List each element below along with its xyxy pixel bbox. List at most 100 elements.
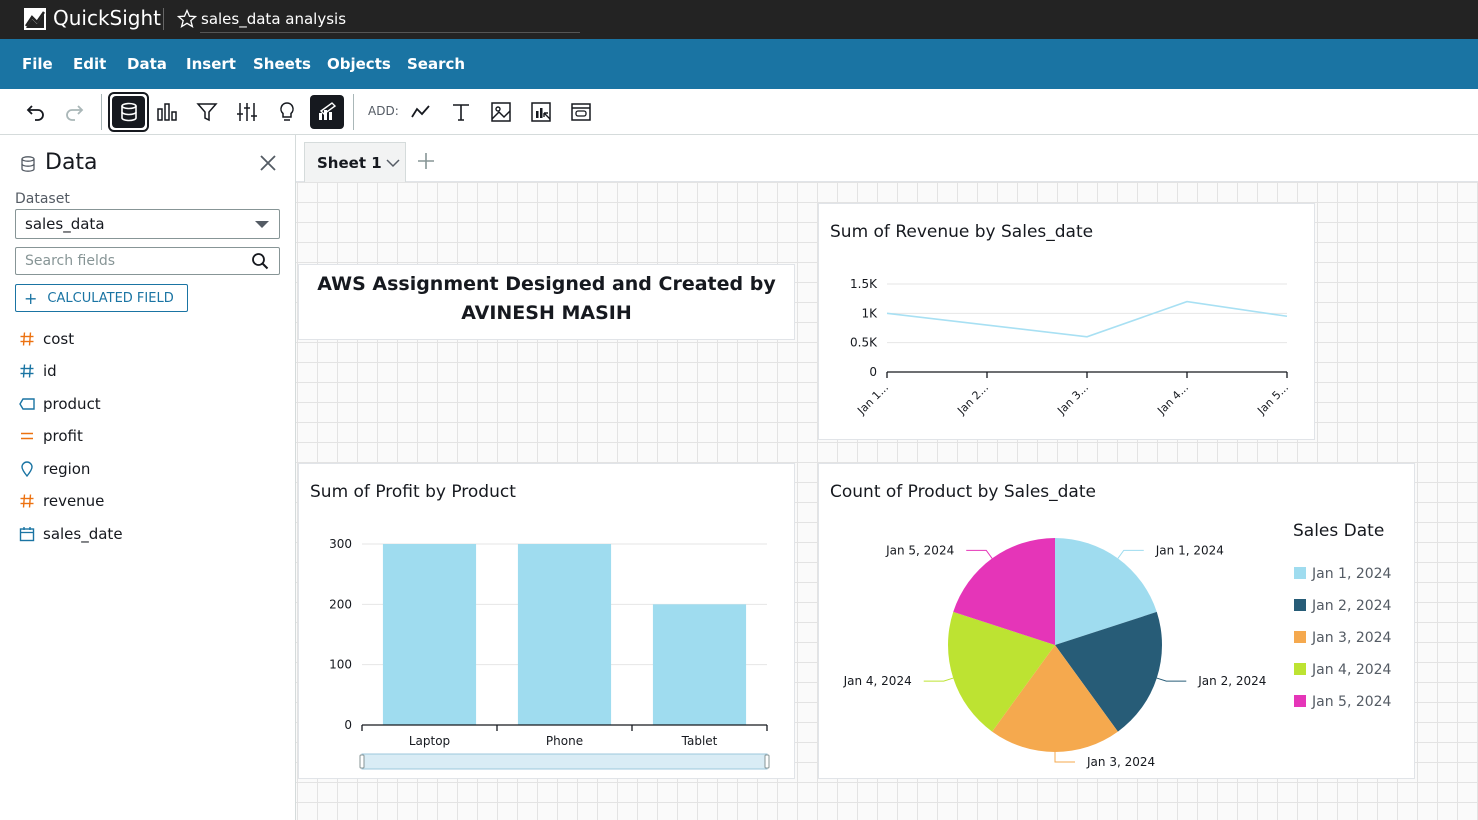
legend-label: Jan 5, 2024 — [1311, 694, 1392, 710]
field-item-revenue[interactable]: revenue — [19, 489, 104, 513]
visualize-button[interactable] — [150, 95, 184, 129]
parameters-button[interactable] — [230, 95, 264, 129]
close-icon[interactable] — [258, 153, 278, 173]
dataset-select[interactable]: sales_data — [15, 209, 280, 239]
legend-item[interactable]: Jan 3, 2024 — [1294, 630, 1392, 646]
tag-icon — [19, 396, 35, 412]
field-item-id[interactable]: id — [19, 359, 57, 383]
bar-tablet[interactable] — [653, 604, 746, 725]
text-box-line-2: AVINESH MASIH — [299, 302, 794, 324]
field-label: product — [43, 395, 101, 413]
legend-label: Jan 3, 2024 — [1311, 630, 1392, 646]
scrollbar-right-handle[interactable] — [765, 755, 769, 768]
field-item-profit[interactable]: profit — [19, 424, 83, 448]
chart-scrollbar[interactable] — [360, 754, 769, 769]
y-tick-label: 0.5K — [850, 336, 878, 350]
add-text-button[interactable] — [444, 95, 478, 129]
pie-slice-label: Jan 2, 2024 — [1197, 674, 1266, 688]
pie-leader-line — [1157, 678, 1187, 681]
toolbar-separator — [353, 94, 354, 130]
dataset-label: Dataset — [15, 191, 70, 207]
filter-icon — [195, 100, 219, 124]
analysis-name-underline — [200, 32, 580, 33]
parameters-icon — [235, 100, 259, 124]
pie-slice-label: Jan 1, 2024 — [1155, 543, 1224, 557]
field-label: sales_date — [43, 525, 123, 543]
pie-leader-line — [1118, 550, 1144, 558]
legend-item[interactable]: Jan 2, 2024 — [1294, 598, 1392, 614]
menu-edit[interactable]: Edit — [73, 55, 106, 73]
redo-icon — [63, 100, 87, 124]
menu-data[interactable]: Data — [127, 55, 167, 73]
database-icon — [19, 155, 37, 173]
field-item-region[interactable]: region — [19, 457, 90, 481]
field-item-sales-date[interactable]: sales_date — [19, 522, 123, 546]
toolbar-separator — [101, 94, 102, 130]
menu-file[interactable]: File — [22, 55, 53, 73]
hash-icon — [19, 363, 35, 379]
tab-sheet-1[interactable]: Sheet 1 — [304, 142, 406, 182]
insights-button[interactable] — [270, 95, 304, 129]
add-image-button[interactable] — [484, 95, 518, 129]
search-icon[interactable] — [251, 252, 269, 270]
add-visual-button[interactable] — [404, 95, 438, 129]
search-fields-input[interactable] — [15, 247, 280, 275]
analysis-name[interactable]: sales_data analysis — [201, 10, 346, 28]
revenue-line-chart-visual[interactable]: Sum of Revenue by Sales_date 00.5K1K1.5K… — [818, 203, 1315, 440]
product-pie-chart-visual[interactable]: Count of Product by Sales_date Jan 1, 20… — [818, 463, 1415, 779]
x-tick-label: Jan 3... — [1054, 381, 1091, 418]
bar-laptop[interactable] — [383, 544, 476, 725]
undo-button[interactable] — [18, 95, 52, 129]
profit-bar-chart-visual[interactable]: Sum of Profit by Product 0100200300 Lapt… — [298, 463, 795, 779]
x-tick-label: Phone — [546, 734, 583, 748]
field-label: profit — [43, 427, 83, 445]
redo-button[interactable] — [58, 95, 92, 129]
undo-icon — [23, 100, 47, 124]
caret-down-icon — [255, 221, 269, 228]
visualize-icon — [155, 100, 179, 124]
legend-item[interactable]: Jan 5, 2024 — [1294, 694, 1392, 710]
y-tick-label: 1K — [861, 306, 878, 320]
menu-search[interactable]: Search — [407, 55, 465, 73]
dataset-button[interactable] — [108, 92, 149, 132]
legend-swatch — [1294, 663, 1306, 675]
x-tick-label: Tablet — [681, 734, 718, 748]
star-icon[interactable] — [177, 9, 197, 29]
pie-slice-label: Jan 3, 2024 — [1086, 755, 1155, 769]
text-icon — [449, 100, 473, 124]
bar-phone[interactable] — [518, 544, 611, 725]
embed-icon — [569, 100, 593, 124]
field-item-cost[interactable]: cost — [19, 327, 74, 351]
format-visual-icon — [315, 100, 339, 124]
hash-icon — [19, 331, 35, 347]
revenue-series-line — [887, 302, 1287, 337]
field-item-product[interactable]: product — [19, 392, 101, 416]
add-insight-button[interactable] — [524, 95, 558, 129]
format-visual-button[interactable] — [310, 95, 344, 129]
text-box-visual[interactable]: AWS Assignment Designed and Created by A… — [298, 264, 795, 340]
legend-label: Jan 2, 2024 — [1311, 598, 1392, 614]
filter-button[interactable] — [190, 95, 224, 129]
legend-label: Jan 4, 2024 — [1311, 662, 1392, 678]
add-sheet-icon[interactable] — [416, 151, 436, 171]
data-panel-title: Data — [45, 150, 98, 175]
pie-leader-line — [966, 550, 992, 558]
y-tick-label: 1.5K — [850, 277, 878, 291]
app-name[interactable]: QuickSight — [53, 6, 161, 30]
chevron-down-icon[interactable] — [385, 155, 401, 171]
field-label: revenue — [43, 492, 104, 510]
menu-insert[interactable]: Insert — [186, 55, 236, 73]
quicksight-logo-icon[interactable] — [24, 8, 46, 30]
legend-item[interactable]: Jan 1, 2024 — [1294, 566, 1392, 582]
calculated-field-label: CALCULATED FIELD — [47, 291, 173, 306]
dataset-value: sales_data — [25, 215, 105, 233]
legend-item[interactable]: Jan 4, 2024 — [1294, 662, 1392, 678]
legend-title: Sales Date — [1293, 521, 1384, 541]
menu-sheets[interactable]: Sheets — [253, 55, 311, 73]
line-chart: 00.5K1K1.5K Jan 1...Jan 2...Jan 3...Jan … — [819, 204, 1316, 441]
add-embed-button[interactable] — [564, 95, 598, 129]
menu-objects[interactable]: Objects — [327, 55, 391, 73]
calculated-field-button[interactable]: + CALCULATED FIELD — [15, 284, 188, 312]
scrollbar-left-handle[interactable] — [360, 755, 364, 768]
divider — [163, 8, 164, 30]
